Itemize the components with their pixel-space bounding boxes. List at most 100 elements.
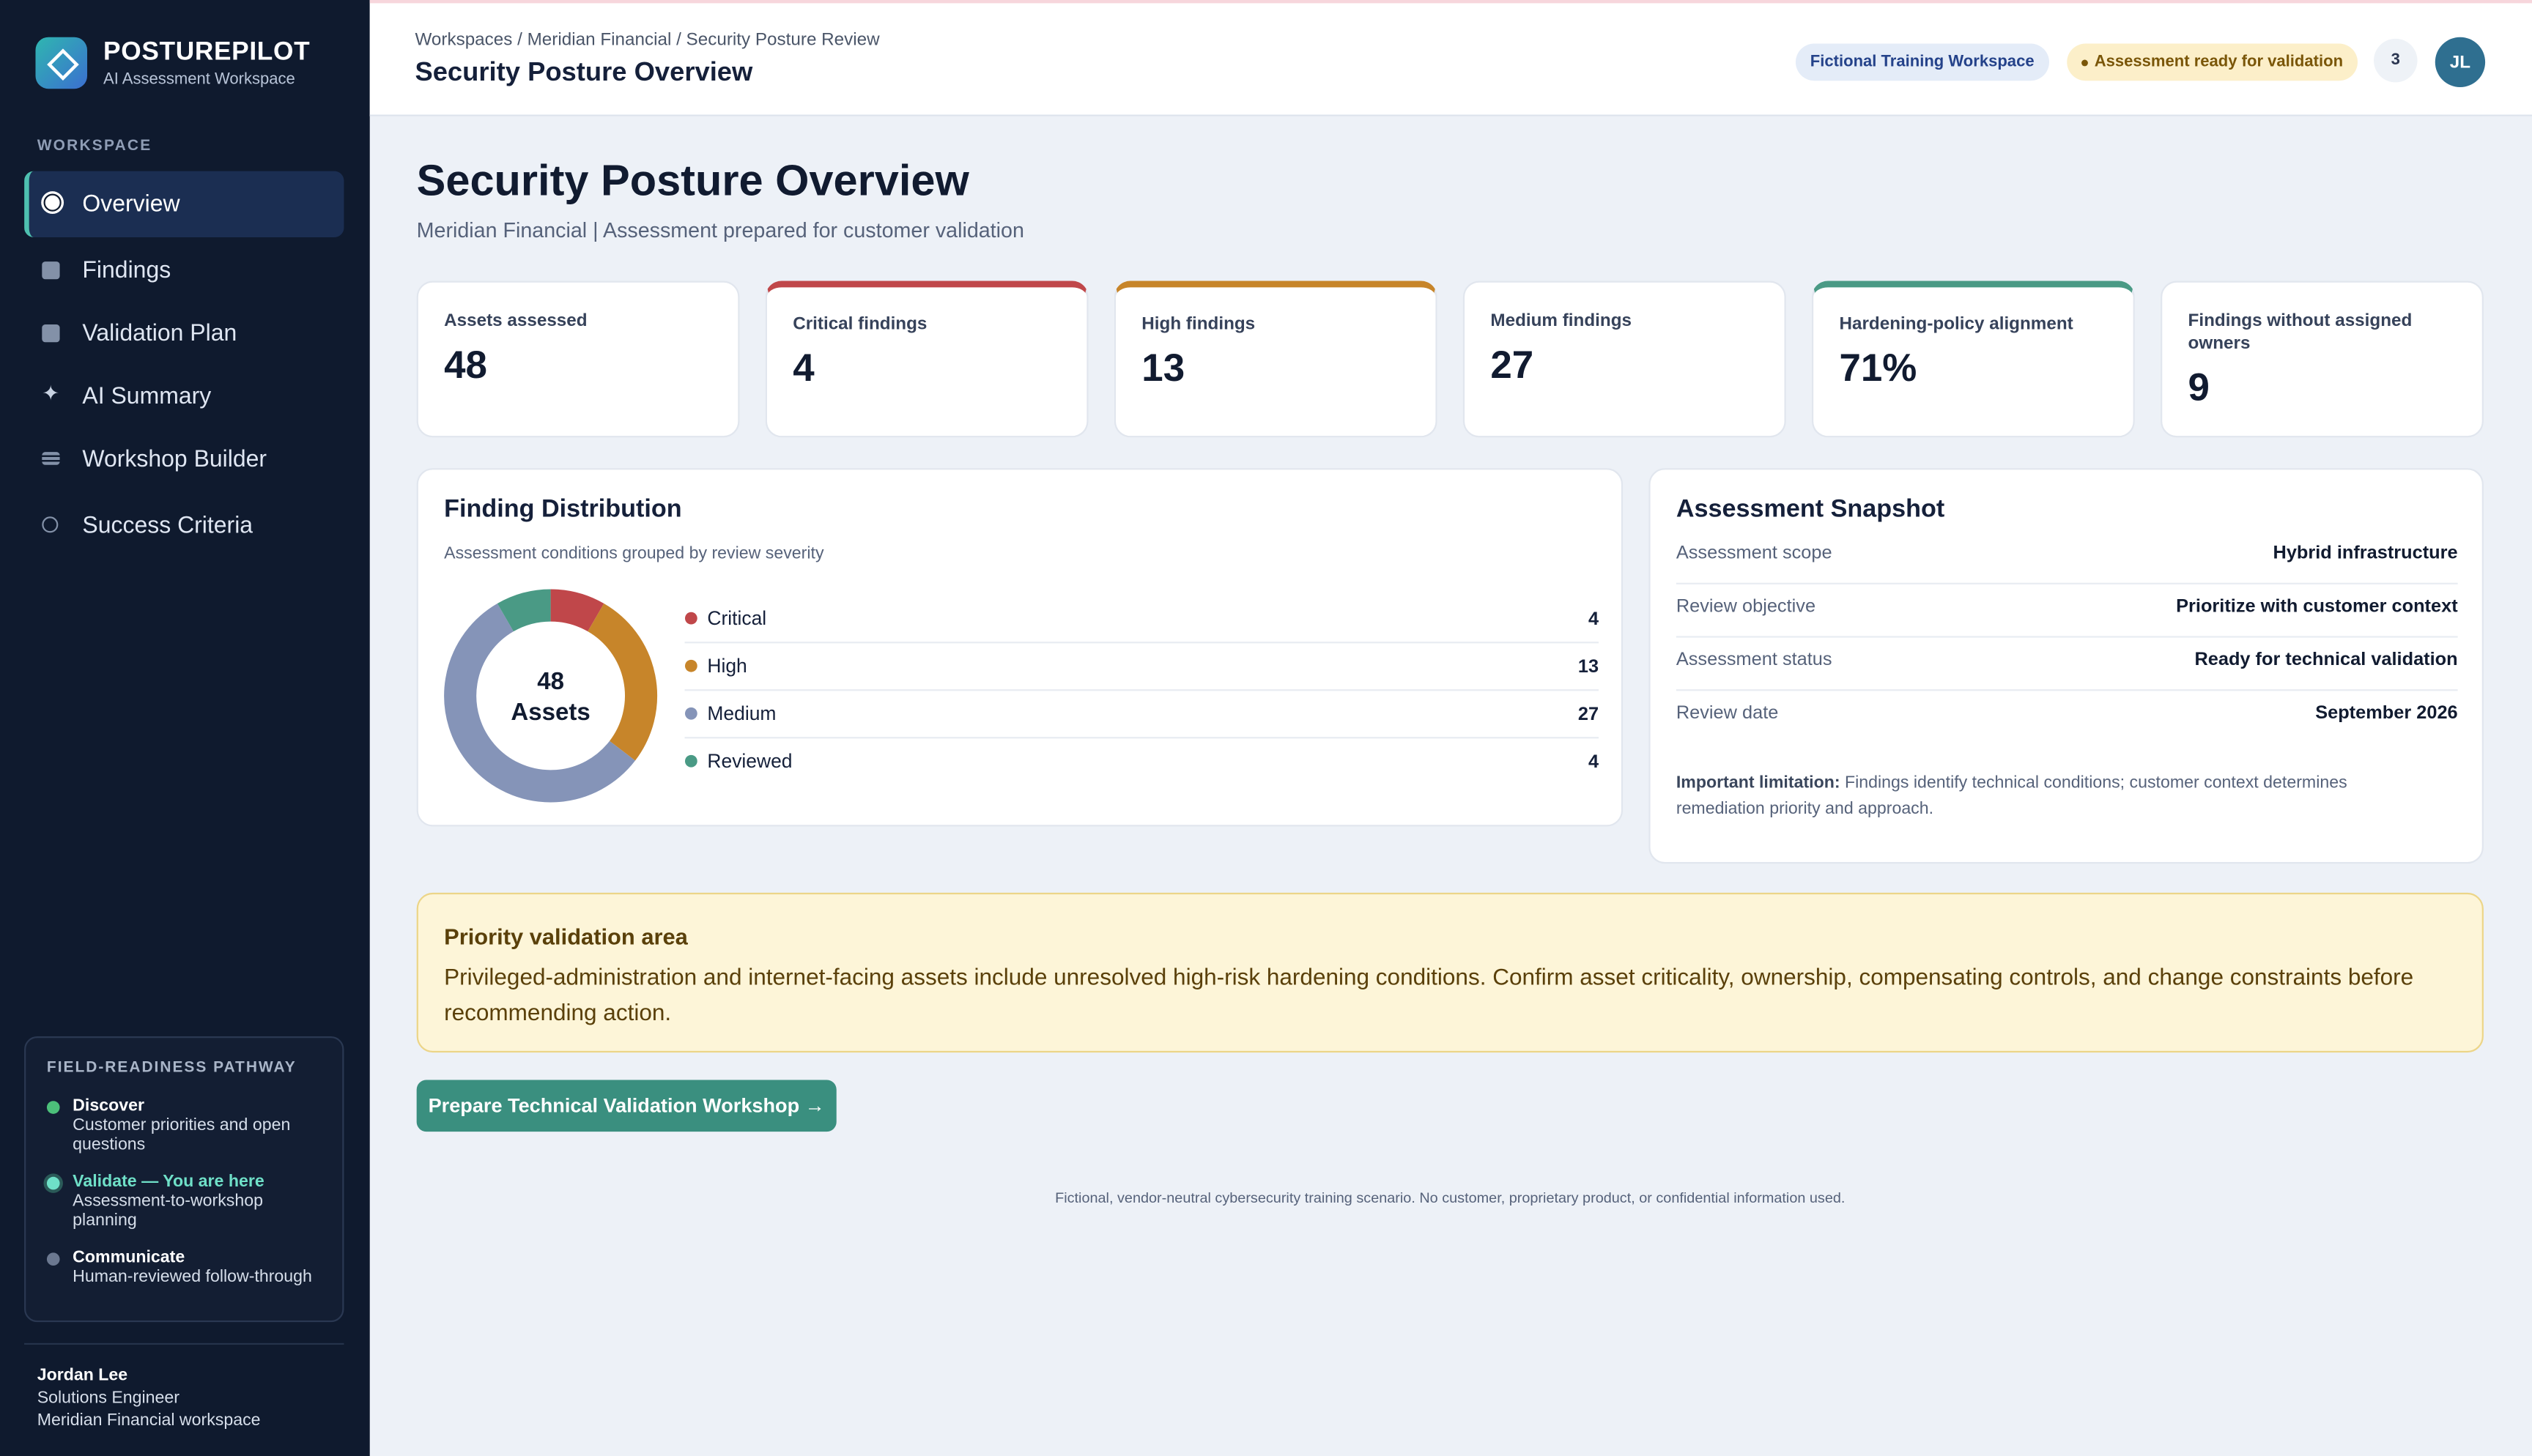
divider	[24, 1342, 344, 1345]
step-name: Discover	[73, 1096, 144, 1116]
step-name: Validate — You are here	[73, 1172, 264, 1192]
donut-center-value: 48	[537, 668, 564, 695]
legend-value: 27	[1578, 704, 1599, 724]
step-desc: Human-reviewed follow-through	[73, 1267, 312, 1287]
nav-label: Findings	[82, 257, 171, 283]
sidebar: POSTUREPILOT AI Assessment Workspace WOR…	[0, 0, 370, 1456]
alert: Priority validation area Privileged-admi…	[416, 892, 2484, 1053]
row-key: Assessment scope	[1676, 544, 1832, 564]
legend-label: High	[707, 655, 747, 677]
legend-value: 4	[1588, 609, 1599, 629]
metric-card: Hardening-policy alignment 71%	[1812, 281, 2135, 438]
notifications[interactable]: 3	[2374, 38, 2418, 83]
section-label: WORKSPACE	[37, 137, 152, 155]
row-value: Hybrid infrastructure	[2273, 544, 2458, 564]
metric-label: Assets assessed	[444, 311, 588, 331]
panel-subtitle: Assessment conditions grouped by review …	[444, 543, 824, 564]
avatar[interactable]: JL	[2435, 37, 2486, 88]
metric-card: Assets assessed 48	[416, 281, 740, 438]
logo	[35, 37, 88, 89]
workshop-button[interactable]: Prepare Technical Validation Workshop →	[416, 1080, 837, 1132]
nav-item[interactable]: Overview	[24, 171, 344, 238]
step-desc: Customer priorities and open questions	[73, 1115, 291, 1154]
metric-value: 9	[2188, 366, 2210, 410]
panel-title: Assessment Snapshot	[1676, 495, 1945, 524]
row-value: Ready for technical validation	[2194, 650, 2458, 671]
metric-card: Medium findings 27	[1462, 281, 1786, 438]
metric-label: Hardening-policy alignment	[1839, 314, 2073, 335]
limitation-note: Important limitation: Findings identify …	[1676, 770, 2435, 822]
nav-item[interactable]: Findings	[24, 237, 344, 303]
row-key: Review objective	[1676, 597, 1816, 617]
metric-label: Medium findings	[1490, 311, 1632, 331]
badge-text: Fictional Training Workspace	[1810, 53, 2035, 71]
metric-card: Critical findings 4	[765, 281, 1089, 438]
snapshot-row: Review objective Prioritize with customer…	[1676, 583, 2458, 638]
metric-value: 4	[793, 346, 815, 391]
legend-label: Critical	[707, 607, 766, 629]
user-role: Solutions Engineer	[37, 1388, 179, 1408]
metric-card: Findings without assigned owners 9	[2161, 281, 2484, 438]
nav-label: AI Summary	[82, 383, 212, 409]
nav-label: Workshop Builder	[82, 446, 267, 472]
header: Workspaces / Meridian Financial / Securi…	[369, 0, 2532, 116]
legend-dot	[684, 659, 697, 672]
legend-dot	[684, 707, 697, 720]
metric-card: High findings 13	[1114, 281, 1437, 438]
row-key: Assessment status	[1676, 650, 1832, 671]
header-title: Security Posture Overview	[415, 58, 753, 88]
nav-item[interactable]: Workshop Builder	[24, 426, 344, 492]
donut-segment	[587, 603, 658, 761]
snapshot-row: Review date September 2026	[1676, 689, 2458, 743]
note-label: Important limitation:	[1676, 773, 1840, 793]
metric-value: 27	[1490, 343, 1534, 387]
status-dot	[2081, 59, 2088, 66]
page-subtitle: Meridian Financial | Assessment prepared…	[416, 218, 1024, 242]
user-workspace: Meridian Financial workspace	[37, 1411, 261, 1430]
metric-value: 13	[1141, 346, 1185, 391]
metric-value: 48	[444, 343, 487, 387]
pathway-step: Communicate Human-reviewed follow-through	[46, 1247, 330, 1287]
pathway-step: Discover Customer priorities and open que…	[46, 1096, 330, 1154]
pathway-title: FIELD-READINESS PATHWAY	[46, 1058, 297, 1077]
alert-text: Privileged-administration and internet-f…	[444, 965, 2414, 1027]
metric-label: Findings without assigned owners	[2188, 311, 2413, 354]
row-key: Review date	[1676, 704, 1779, 724]
donut-segment	[549, 589, 604, 632]
nav-item[interactable]: ✦ AI Summary	[42, 381, 212, 409]
nav-label: Overview	[82, 191, 180, 218]
snapshot-row: Assessment status Ready for technical val…	[1676, 636, 2458, 691]
tagline: AI Assessment Workspace	[103, 70, 295, 89]
badge-text: Assessment ready for validation	[2094, 53, 2344, 71]
donut-segment	[497, 589, 552, 632]
panel-title: Finding Distribution	[444, 495, 682, 524]
footer: Fictional, vendor-neutral cybersecurity …	[1055, 1189, 1846, 1206]
metric-label: High findings	[1141, 314, 1256, 335]
pathway-step: Validate — You are here Assessment-to-wor…	[46, 1172, 330, 1230]
brand: POSTUREPILOT	[103, 38, 311, 67]
metric-label: Critical findings	[793, 314, 928, 335]
legend-label: Medium	[707, 702, 776, 724]
step-name: Communicate	[73, 1247, 185, 1268]
pathway-panel: FIELD-READINESS PATHWAY Discover Customer…	[24, 1036, 344, 1323]
row-value: Prioritize with customer context	[2176, 597, 2458, 617]
nav-label: Validation Plan	[82, 320, 237, 346]
snapshot-row: Assessment scope Hybrid infrastructure	[1676, 530, 2458, 584]
user-name: Jordan Lee	[37, 1365, 128, 1386]
breadcrumb: Workspaces / Meridian Financial / Securi…	[415, 30, 880, 51]
snapshot-panel: Assessment Snapshot Assessment scope Hybr…	[1648, 468, 2484, 864]
legend-label: Reviewed	[707, 750, 792, 772]
legend-dot	[684, 612, 697, 625]
badge: Assessment ready for validation	[2067, 43, 2358, 81]
page-title: Security Posture Overview	[416, 156, 969, 205]
donut-chart: Critical 4 High 13 Medium 27 Reviewed 4 48 Assets	[444, 589, 1599, 803]
donut-segment	[444, 603, 635, 803]
donut-center-label: Assets	[511, 699, 590, 726]
distribution-panel: Finding Distribution Assessment conditio…	[416, 468, 1624, 827]
nav-item[interactable]: Validation Plan	[24, 300, 344, 366]
nav-item[interactable]: Success Criteria	[24, 492, 344, 558]
legend-value: 4	[1588, 751, 1599, 772]
alert-title: Priority validation area	[444, 923, 688, 950]
